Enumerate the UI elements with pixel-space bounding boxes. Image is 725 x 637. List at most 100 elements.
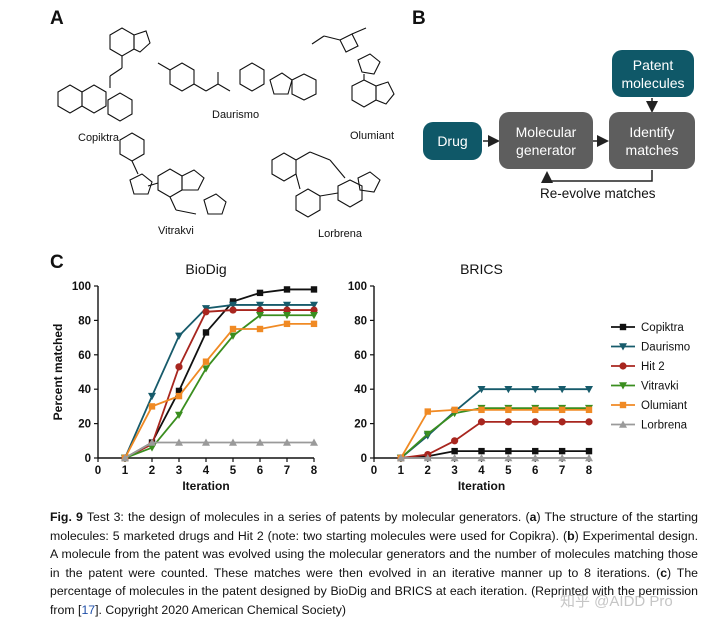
x-tick-label: 8 xyxy=(311,465,318,477)
data-point xyxy=(256,306,264,314)
data-point xyxy=(202,365,210,373)
data-point xyxy=(283,312,291,320)
series-line xyxy=(400,407,589,459)
data-point xyxy=(256,289,264,297)
x-axis-label: Iteration xyxy=(182,479,229,493)
drug-box: Drug xyxy=(423,122,482,160)
vitrakvi-structure xyxy=(119,132,227,215)
x-tick-label: 1 xyxy=(122,465,129,477)
data-point xyxy=(505,406,512,414)
y-tick-label: 80 xyxy=(354,315,367,327)
series-hit-2 xyxy=(121,306,318,462)
data-point xyxy=(283,306,291,314)
diagram-arrows xyxy=(483,98,658,183)
panel-label-c: C xyxy=(50,252,64,273)
identify-matches-box: Identify matches xyxy=(609,112,695,169)
data-point xyxy=(450,454,459,462)
y-tick-label: 20 xyxy=(78,419,91,431)
data-point xyxy=(310,312,318,320)
data-point xyxy=(175,438,183,446)
data-point xyxy=(504,418,512,426)
series-line xyxy=(400,388,589,459)
legend-marker xyxy=(619,362,627,370)
data-point xyxy=(532,447,539,455)
x-tick-label: 7 xyxy=(559,465,565,477)
data-point xyxy=(310,306,318,314)
data-point xyxy=(478,406,485,414)
data-point xyxy=(558,447,566,455)
x-tick-label: 3 xyxy=(451,465,457,477)
y-tick-label: 40 xyxy=(78,384,91,396)
data-point xyxy=(310,301,318,309)
data-point xyxy=(256,325,264,333)
lorbrena-structure xyxy=(271,151,381,218)
series-line xyxy=(124,309,314,459)
legend-marker xyxy=(619,401,627,409)
caption-part-4: ) The percentage of molecules in the pat… xyxy=(50,565,698,617)
data-point xyxy=(423,430,432,438)
legend-marker xyxy=(619,420,627,428)
legend-label: Lorbrena xyxy=(641,420,688,432)
data-point xyxy=(202,329,210,336)
legend-label: Hit 2 xyxy=(641,361,665,373)
data-point xyxy=(229,298,237,305)
data-point xyxy=(477,454,486,462)
y-tick-label: 0 xyxy=(361,453,367,465)
data-point xyxy=(558,454,567,462)
data-point xyxy=(229,332,237,340)
data-point xyxy=(558,406,566,414)
x-axis-label: Iteration xyxy=(458,479,505,493)
caption-part-5: ]. Copyright 2020 American Chemical Soci… xyxy=(95,602,346,617)
copiktra-structure xyxy=(57,27,151,122)
data-point xyxy=(396,454,405,462)
series-lorbrena xyxy=(396,454,593,462)
data-point xyxy=(558,418,566,426)
data-point xyxy=(148,444,156,452)
data-point xyxy=(585,418,593,426)
data-point xyxy=(310,438,318,446)
y-tick-label: 0 xyxy=(85,453,91,465)
data-point xyxy=(283,301,291,309)
x-tick-label: 2 xyxy=(149,465,155,477)
x-tick-label: 1 xyxy=(398,465,405,477)
data-point xyxy=(202,358,210,365)
data-point xyxy=(229,438,237,446)
x-tick-label: 4 xyxy=(478,465,485,477)
legend-label: Olumiant xyxy=(641,400,688,412)
data-point xyxy=(423,454,432,462)
x-tick-label: 0 xyxy=(371,465,377,477)
daurismo-structure xyxy=(157,62,317,101)
legend-marker xyxy=(619,382,627,390)
data-point xyxy=(283,286,291,293)
olumiant-structure xyxy=(311,27,395,108)
y-axis-label: Percent matched xyxy=(51,324,65,421)
x-tick-label: 7 xyxy=(284,465,290,477)
data-point xyxy=(175,411,183,419)
data-point xyxy=(229,306,237,314)
legend-label: Daurismo xyxy=(641,342,690,354)
caption-part-3: ) Experimental design. A molecule from t… xyxy=(50,528,698,580)
data-point xyxy=(175,363,183,371)
data-point xyxy=(478,447,485,455)
molecule-label-copiktra: Copiktra xyxy=(78,132,119,144)
data-point xyxy=(256,438,264,446)
legend-label: Copiktra xyxy=(641,322,684,334)
caption-citation-link[interactable]: 17 xyxy=(81,602,96,617)
series-hit-2 xyxy=(397,418,593,462)
molecule-label-lorbrena: Lorbrena xyxy=(318,228,363,240)
data-point xyxy=(310,286,318,293)
series-line xyxy=(124,441,314,459)
data-point xyxy=(121,454,129,462)
data-point xyxy=(175,332,183,340)
molecule-label-daurismo: Daurismo xyxy=(212,109,260,121)
series-line xyxy=(400,450,589,459)
series-line xyxy=(400,420,589,459)
caption-fig-label: Fig. 9 xyxy=(50,510,83,524)
data-point xyxy=(531,418,539,426)
molecule-label-vitrakvi: Vitrakvi xyxy=(158,225,194,237)
data-point xyxy=(283,320,291,328)
series-line xyxy=(124,322,314,459)
data-point xyxy=(585,447,593,455)
